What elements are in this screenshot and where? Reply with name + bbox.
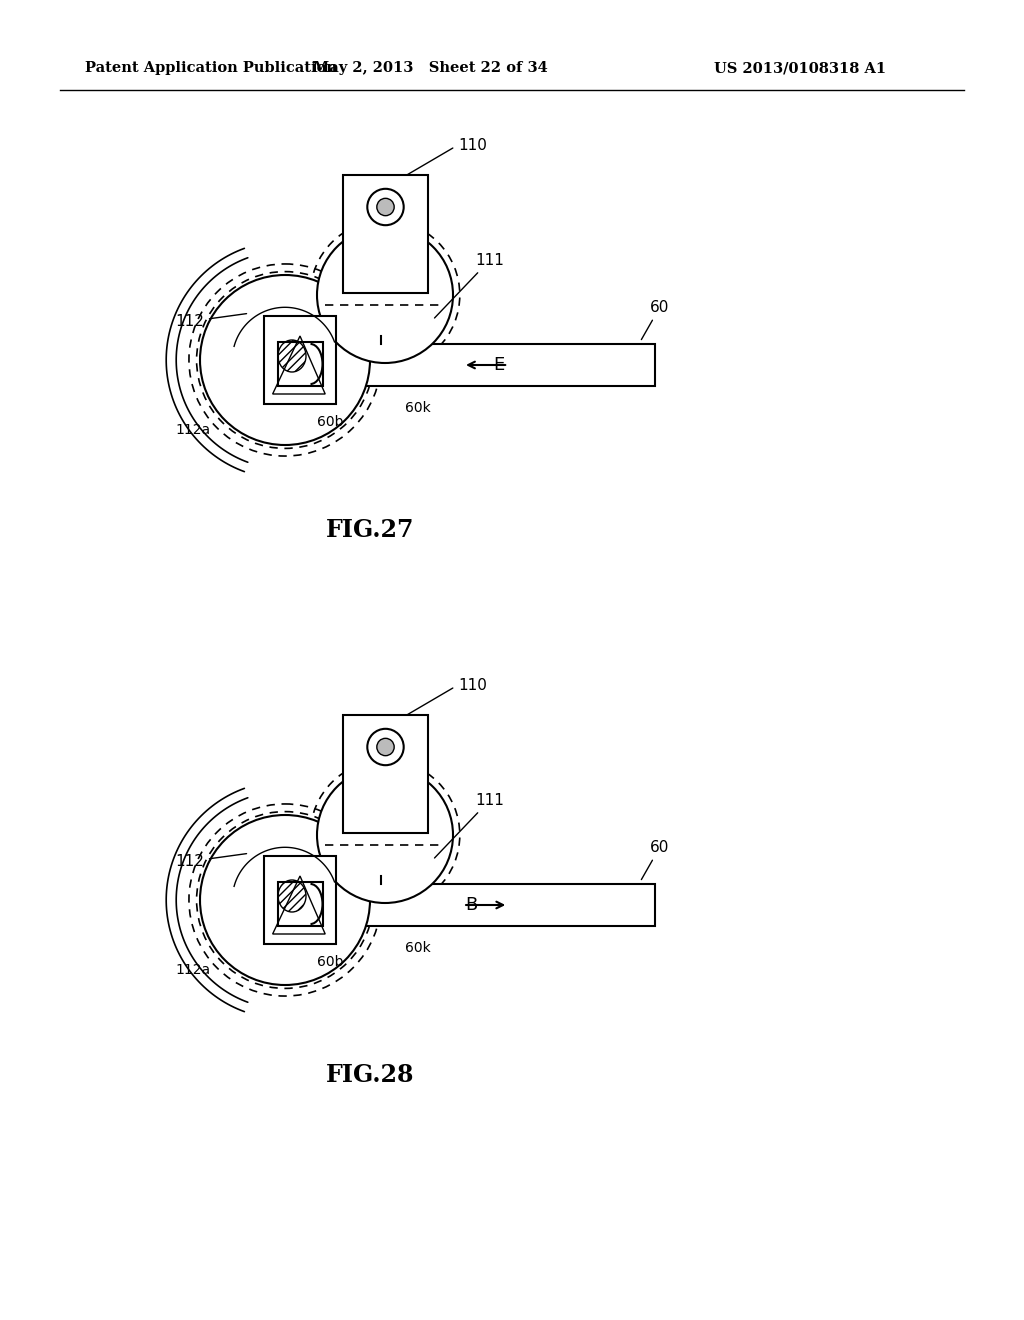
Circle shape [368,729,403,766]
Bar [362,884,655,927]
Text: L: L [291,931,299,945]
Circle shape [200,275,370,445]
Text: US 2013/0108318 A1: US 2013/0108318 A1 [714,61,886,75]
Circle shape [377,738,394,755]
Text: 60k: 60k [406,401,431,414]
Text: 111: 111 [434,253,504,318]
Circle shape [200,814,370,985]
Bar [343,715,428,833]
Text: 110: 110 [400,137,486,178]
Circle shape [368,189,403,226]
Circle shape [317,227,453,363]
Bar [278,882,323,927]
Text: 60: 60 [641,840,670,879]
Text: B: B [465,896,477,913]
Text: L: L [291,391,299,405]
Text: Patent Application Publication: Patent Application Publication [85,61,337,75]
Bar [264,315,336,404]
Text: FIG.27: FIG.27 [326,517,415,543]
Text: 112: 112 [175,854,247,869]
Text: 112a: 112a [176,422,211,437]
Bar [264,855,336,944]
Circle shape [377,198,394,215]
Text: FIG.28: FIG.28 [326,1063,415,1086]
Text: 112: 112 [175,314,247,329]
Text: 111: 111 [434,793,504,858]
Text: 60k: 60k [406,941,431,954]
Text: 110: 110 [400,677,486,718]
Bar [278,342,323,385]
Bar [362,345,655,385]
Text: 112a: 112a [176,962,211,977]
Circle shape [317,767,453,903]
Bar [343,176,428,293]
Text: 60b: 60b [316,954,343,969]
Text: 60: 60 [641,300,670,339]
Text: 60b: 60b [316,414,343,429]
Text: E: E [494,356,505,374]
Text: May 2, 2013   Sheet 22 of 34: May 2, 2013 Sheet 22 of 34 [312,61,548,75]
